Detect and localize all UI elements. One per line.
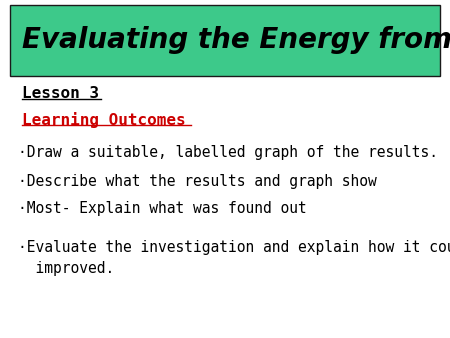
Text: Lesson 3: Lesson 3 [22, 86, 99, 101]
Text: ·Describe what the results and graph show: ·Describe what the results and graph sho… [18, 174, 377, 189]
Text: ·Most- Explain what was found out: ·Most- Explain what was found out [18, 201, 307, 216]
Text: Evaluating the Energy from Fuels: Evaluating the Energy from Fuels [22, 26, 450, 54]
Text: ·Draw a suitable, labelled graph of the results.: ·Draw a suitable, labelled graph of the … [18, 145, 438, 160]
Text: Learning Outcomes: Learning Outcomes [22, 112, 185, 128]
Text: ·Evaluate the investigation and explain how it could be: ·Evaluate the investigation and explain … [18, 240, 450, 255]
Text: improved.: improved. [18, 261, 114, 276]
FancyBboxPatch shape [10, 5, 440, 76]
